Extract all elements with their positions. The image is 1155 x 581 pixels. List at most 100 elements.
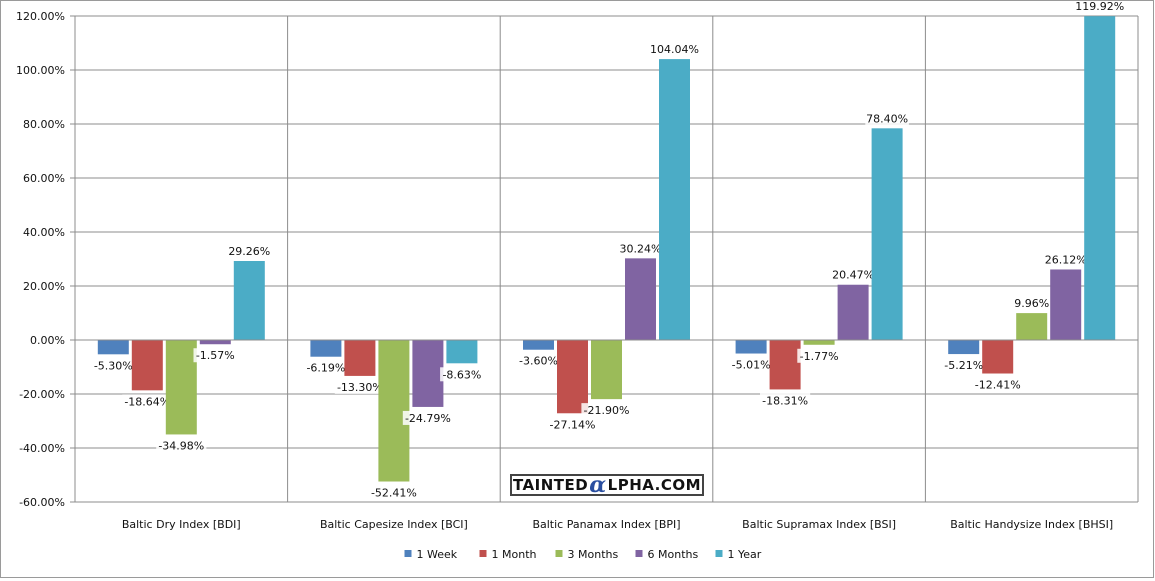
ytick-label: -20.00% (19, 388, 65, 401)
data-label-bg (1043, 252, 1088, 267)
bar (659, 59, 690, 340)
data-label: -24.79% (405, 412, 451, 425)
ytick-label: 80.00% (23, 118, 65, 131)
bar (344, 340, 376, 376)
data-label-bg (581, 403, 632, 418)
data-label-bg (334, 379, 385, 394)
legend-item-label: 1 Month (492, 548, 537, 561)
data-label-bg (156, 438, 207, 453)
ytick-label: 120.00% (16, 10, 65, 23)
data-label: -34.98% (158, 439, 204, 452)
data-label-bg (122, 394, 173, 409)
data-label: 9.96% (1014, 297, 1049, 310)
data-label: -52.41% (371, 487, 417, 500)
data-label-bg (618, 241, 663, 256)
legend-swatch (715, 550, 723, 557)
bar (982, 340, 1014, 374)
bar (625, 258, 656, 340)
bar (803, 340, 835, 345)
bar (769, 340, 801, 390)
ytick-label: 20.00% (23, 280, 65, 293)
data-label-bg (227, 243, 272, 258)
data-label-bg (402, 410, 453, 425)
data-label: -1.77% (800, 350, 839, 363)
data-label-bg (865, 111, 909, 126)
data-label: -8.63% (442, 368, 481, 381)
data-label-bg (760, 393, 811, 408)
data-label-bg (797, 348, 841, 363)
data-label: -6.19% (306, 362, 345, 375)
data-label-bg (91, 358, 136, 373)
legend-swatch (635, 550, 643, 557)
data-label: 104.04% (650, 43, 699, 56)
ytick-label: 0.00% (30, 334, 65, 347)
data-label: 29.26% (228, 245, 270, 258)
data-label-bg (831, 267, 875, 282)
data-label: -5.30% (94, 359, 133, 372)
bar (97, 340, 129, 355)
data-label-bg (440, 367, 484, 382)
data-label: -13.30% (337, 381, 383, 394)
ytick-label: 60.00% (23, 172, 65, 185)
data-label: -1.57% (196, 349, 235, 362)
category-label: Baltic Handysize Index [BHSI] (950, 518, 1113, 531)
bar (1084, 16, 1116, 340)
bar (1050, 269, 1082, 340)
legend-item-label: 1 Week (417, 548, 458, 561)
watermark-alpha-glyph: α (589, 472, 607, 498)
plot-area (75, 16, 1138, 502)
legend-swatch (404, 550, 412, 557)
bar (871, 128, 903, 340)
bar (233, 260, 265, 340)
data-label: -12.41% (975, 379, 1021, 392)
legend-swatch (479, 550, 487, 557)
bar (948, 340, 980, 355)
legend-item-label: 3 Months (568, 548, 619, 561)
data-label-bg (1013, 296, 1051, 311)
data-label: 119.92% (1075, 1, 1124, 13)
bar (412, 340, 444, 407)
data-label-bg (193, 348, 238, 363)
data-label-bg (1074, 0, 1125, 14)
bar (591, 340, 622, 400)
data-label: -27.14% (550, 418, 596, 431)
category-label: Baltic Capesize Index [BCI] (320, 518, 468, 531)
data-label-bg (941, 358, 986, 373)
category-label: Baltic Supramax Index [BSI] (742, 518, 896, 531)
category-label: Baltic Panamax Index [BPI] (532, 518, 680, 531)
ytick-label: -40.00% (19, 442, 65, 455)
bar (378, 340, 410, 482)
data-label-bg (729, 357, 773, 372)
data-label-bg (649, 42, 700, 57)
legend-item-label: 1 Year (728, 548, 762, 561)
bar (557, 340, 588, 414)
data-label: -18.31% (762, 394, 808, 407)
bar (1016, 313, 1048, 340)
bar (310, 340, 342, 357)
bar (165, 340, 197, 435)
ytick-label: 40.00% (23, 226, 65, 239)
bar (523, 340, 554, 350)
bar (131, 340, 163, 391)
data-label: 78.40% (866, 112, 908, 125)
data-label: 26.12% (1045, 253, 1087, 266)
data-label: 20.47% (832, 269, 874, 282)
bar (199, 340, 231, 345)
data-label: -5.01% (732, 359, 771, 372)
legend-swatch (555, 550, 563, 557)
legend-item-label: 6 Months (648, 548, 699, 561)
bar (446, 340, 478, 364)
ytick-label: -60.00% (19, 496, 65, 509)
bar (735, 340, 767, 354)
data-label: -5.21% (944, 359, 983, 372)
data-label-bg (304, 360, 348, 375)
data-label: -21.90% (584, 404, 630, 417)
bar (837, 284, 869, 340)
data-label: -18.64% (124, 395, 170, 408)
category-label: Baltic Dry Index [BDI] (122, 518, 241, 531)
watermark-suffix: LPHA.COM (607, 476, 702, 494)
data-label-bg (547, 417, 598, 432)
data-label-bg (516, 353, 561, 368)
ytick-label: 100.00% (16, 64, 65, 77)
